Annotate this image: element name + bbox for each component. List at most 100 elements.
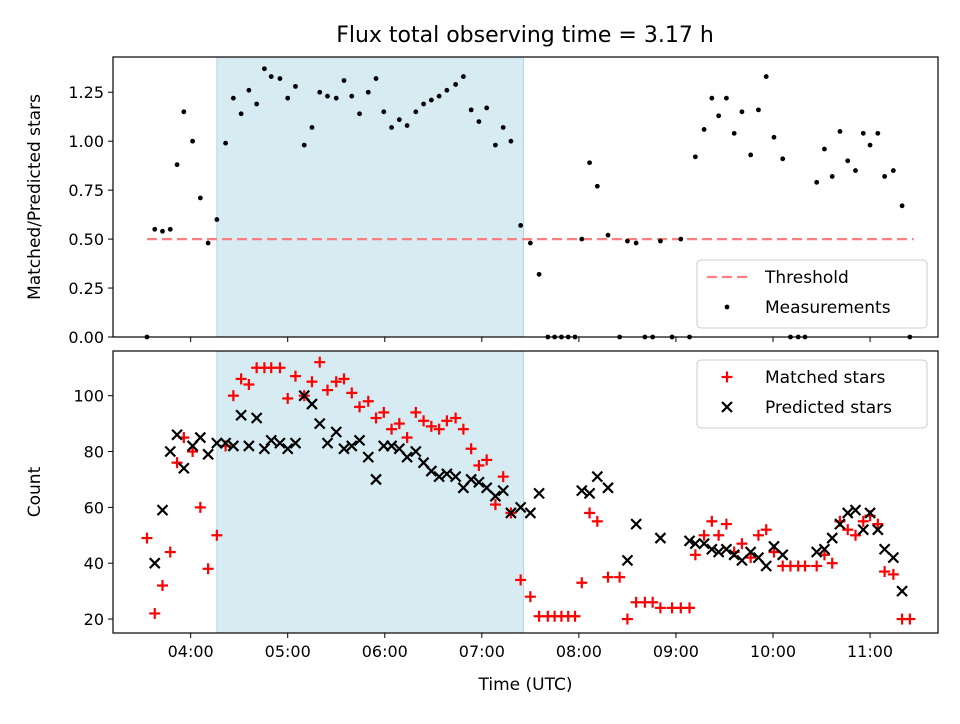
matched-star-point <box>842 524 854 536</box>
measurement-point <box>460 74 466 79</box>
matched-star-point <box>857 515 869 527</box>
matched-star-point <box>362 395 374 407</box>
measurement-point <box>890 168 896 173</box>
x-tick-label: 06:00 <box>362 642 408 661</box>
predicted-star-point <box>281 442 294 455</box>
legend-measurement-swatch <box>724 304 730 310</box>
matched-star-point <box>684 602 696 614</box>
matched-star-point <box>202 563 214 575</box>
matched-star-point <box>904 613 916 625</box>
measurement-point <box>508 138 514 144</box>
predicted-star-point <box>425 465 438 477</box>
figure-title: Flux total observing time = 3.17 h <box>336 23 714 48</box>
matched-star-point <box>591 515 603 527</box>
y-tick-label: 0.75 <box>68 181 104 200</box>
measurement-point <box>814 179 820 185</box>
predicted-star-point <box>864 507 876 519</box>
matched-star-point <box>433 423 445 435</box>
matched-star-point <box>393 418 405 430</box>
matched-star-point <box>386 423 398 435</box>
y-tick-label: 80 <box>84 443 104 462</box>
measurement-point <box>453 82 459 87</box>
measurement-point <box>756 107 761 113</box>
measurement-point <box>709 95 715 101</box>
legend-label: Predicted stars <box>765 398 892 418</box>
measurement-point <box>518 222 524 228</box>
predicted-star-point <box>330 426 343 438</box>
predicted-star-point <box>306 398 318 410</box>
matched-star-point <box>370 412 382 424</box>
matched-star-point <box>826 557 838 569</box>
predicted-star-point <box>250 412 263 424</box>
matched-star-point <box>602 571 614 583</box>
predicted-star-point <box>156 504 169 516</box>
measurement-point <box>829 174 835 179</box>
predicted-star-point <box>465 473 477 486</box>
predicted-star-point <box>362 451 375 463</box>
x-tick-label: 10:00 <box>750 642 796 661</box>
measurement-point <box>500 125 506 130</box>
x-tick-label: 11:00 <box>847 642 893 661</box>
predicted-star-point <box>712 546 725 558</box>
predicted-star-point <box>401 451 413 463</box>
matched-star-point <box>322 384 333 396</box>
measurement-point <box>285 95 291 101</box>
measurement-point <box>899 203 905 209</box>
predicted-star-point <box>473 476 485 489</box>
predicted-star-point <box>621 554 634 567</box>
matched-star-point <box>850 529 861 541</box>
measurement-point <box>174 162 180 168</box>
predicted-star-point <box>728 549 740 561</box>
matched-star-point <box>584 507 596 519</box>
predicted-star-point <box>689 537 702 550</box>
matched-star-point <box>654 602 666 614</box>
y-tick-label: 40 <box>84 554 104 573</box>
matched-star-point <box>489 499 501 511</box>
matched-star-point <box>171 457 183 469</box>
matched-star-point <box>346 387 358 399</box>
matched-star-point <box>614 571 626 583</box>
predicted-star-point <box>489 490 502 502</box>
predicted-star-point <box>591 470 604 483</box>
measurement-point <box>293 83 298 89</box>
measurement-point <box>724 95 729 101</box>
measurement-point <box>845 158 851 164</box>
measurement-point <box>678 236 684 242</box>
y-tick-label: 0.50 <box>68 230 104 249</box>
predicted-star-point <box>265 434 277 447</box>
matched-star-point <box>689 549 701 561</box>
matched-star-point <box>720 518 732 530</box>
matched-star-point <box>425 420 437 432</box>
measurement-point <box>381 109 387 115</box>
measurement-point <box>536 271 542 277</box>
measurement-point <box>246 87 252 93</box>
matched-star-point <box>338 373 350 385</box>
legend-box <box>696 259 928 329</box>
y-axis-label: Matched/Predicted stars <box>25 94 45 300</box>
matched-star-point <box>289 370 301 382</box>
measurement-point <box>190 138 195 144</box>
predicted-star-point <box>353 434 366 447</box>
predicted-star-point <box>497 484 509 497</box>
measurement-point <box>731 130 737 136</box>
matched-star-point <box>736 538 748 550</box>
predicted-star-point <box>878 543 891 556</box>
predicted-star-point <box>583 487 596 500</box>
x-tick-label: 09:00 <box>653 642 699 661</box>
matched-star-point <box>401 432 413 444</box>
legend-label: Measurements <box>765 298 891 318</box>
predicted-star-point <box>313 417 326 430</box>
predicted-star-point <box>834 518 846 530</box>
measurement-point <box>238 111 244 117</box>
matched-star-point <box>450 412 462 424</box>
matched-star-point <box>879 566 891 578</box>
predicted-star-point <box>736 554 748 567</box>
measurement-point <box>658 238 663 244</box>
predicted-star-point <box>345 440 358 452</box>
matched-star-point <box>752 529 764 541</box>
measurement-point <box>860 130 866 136</box>
legend-box <box>696 359 928 429</box>
matched-star-point <box>149 607 161 619</box>
matched-star-point <box>473 459 485 471</box>
matched-star-point <box>569 610 581 622</box>
